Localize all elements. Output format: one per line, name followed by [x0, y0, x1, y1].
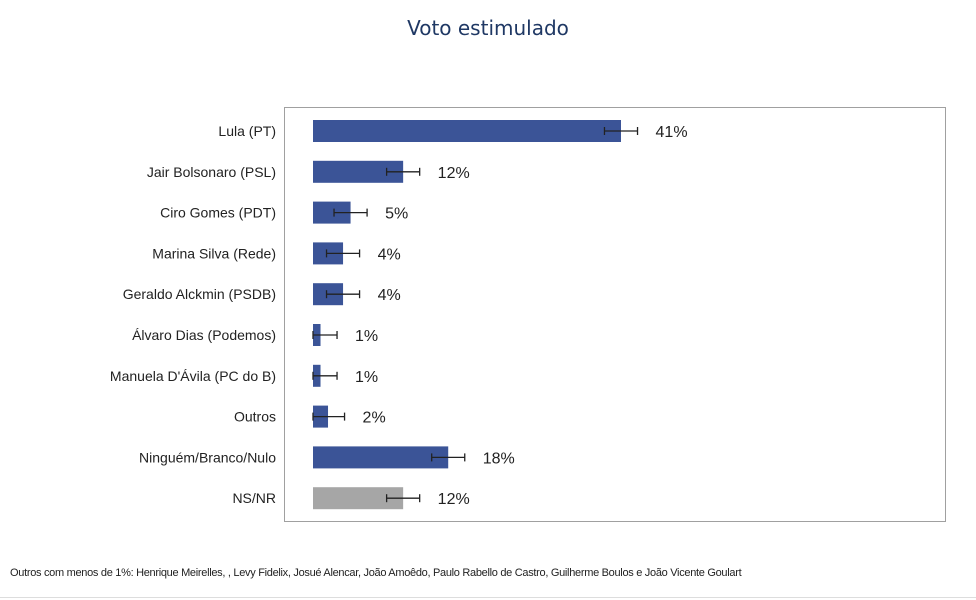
- data-label: 12%: [438, 491, 470, 508]
- data-label: 18%: [483, 450, 515, 467]
- category-label: Manuela D'Ávila (PC do B): [110, 368, 276, 384]
- category-label: NS/NR: [232, 490, 276, 506]
- category-label: Álvaro Dias (Podemos): [132, 327, 276, 343]
- data-label: 4%: [378, 287, 401, 304]
- data-label: 4%: [378, 246, 401, 263]
- category-label: Marina Silva (Rede): [152, 245, 276, 261]
- data-label: 12%: [438, 165, 470, 182]
- bar: [313, 120, 621, 142]
- category-label: Ninguém/Branco/Nulo: [139, 449, 276, 465]
- data-label: 1%: [355, 369, 378, 386]
- bar: [313, 487, 404, 510]
- category-label: Lula (PT): [218, 123, 276, 139]
- category-label: Outros: [234, 409, 276, 425]
- data-label: 1%: [355, 328, 378, 345]
- divider: [0, 597, 976, 598]
- data-label: 2%: [363, 410, 386, 427]
- category-label: Jair Bolsonaro (PSL): [147, 164, 276, 180]
- data-label: 5%: [385, 206, 408, 223]
- footnote: Outros com menos de 1%: Henrique Meirell…: [10, 567, 742, 579]
- category-label: Geraldo Alckmin (PSDB): [123, 286, 276, 302]
- data-label: 41%: [656, 124, 688, 141]
- category-label: Ciro Gomes (PDT): [160, 205, 276, 221]
- bar: [313, 201, 351, 224]
- bar: [313, 160, 404, 183]
- bar: [313, 446, 449, 469]
- chart-title: Voto estimulado: [407, 16, 569, 40]
